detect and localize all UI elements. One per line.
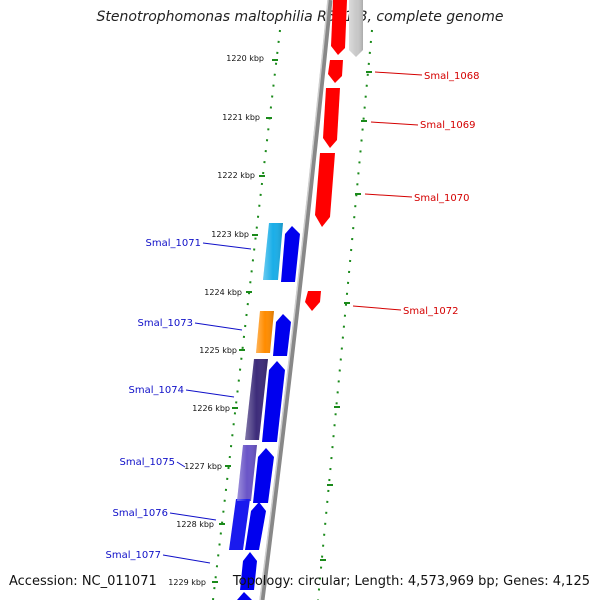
backbone-highlight — [259, 0, 329, 600]
gene-arrow-smal-1069 — [323, 88, 340, 148]
gene-arrow-smal-1070 — [315, 153, 335, 227]
cds-arrow — [245, 502, 266, 550]
tick-label: 1222 kbp — [217, 171, 255, 180]
gene-label-smal-1069[interactable]: Smal_1069 — [420, 120, 475, 131]
tick-label: 1221 kbp — [222, 113, 260, 122]
cds-arrow — [237, 592, 252, 600]
cds-arrow — [253, 448, 274, 503]
tick-label: 1223 kbp — [211, 230, 249, 239]
tick-label: 1225 kbp — [199, 346, 237, 355]
tick-label: 1226 kbp — [192, 404, 230, 413]
inner-grid-line — [212, 29, 281, 600]
label-leader — [194, 322, 243, 331]
cds-arrows — [237, 226, 300, 600]
gene-label-smal-1077[interactable]: Smal_1077 — [106, 550, 161, 561]
gene-label-smal-1068[interactable]: Smal_1068 — [424, 71, 479, 82]
tick-label: 1220 kbp — [226, 54, 264, 63]
cds-arrow — [273, 314, 291, 356]
backbone-line — [259, 0, 333, 600]
gene-arrow-smal-1066 — [331, 0, 347, 55]
cds-arrow — [281, 226, 300, 282]
gene-label-smal-1075[interactable]: Smal_1075 — [120, 457, 175, 468]
gene-arrow-smal-1072 — [305, 291, 321, 311]
reverse-gene-labels: Smal_1071 Smal_1073 Smal_1074 Smal_1075 … — [106, 238, 252, 564]
ruler: 1220 kbp 1221 kbp 1222 kbp 1223 kbp 1224… — [168, 54, 372, 587]
gene-label-smal-1076[interactable]: Smal_1076 — [113, 508, 168, 519]
label-leader — [169, 512, 217, 521]
label-leader — [162, 554, 211, 564]
gene-arrow-smal-1068 — [328, 60, 343, 83]
label-leader — [185, 389, 235, 398]
tick-label: 1224 kbp — [204, 288, 242, 297]
label-leader — [176, 461, 186, 468]
tick-label: 1229 kbp — [168, 578, 206, 587]
map-title: Stenotrophomonas maltophilia R551-3, com… — [96, 9, 504, 25]
outer-grid-line — [317, 29, 373, 600]
gene-label-smal-1073[interactable]: Smal_1073 — [138, 318, 193, 329]
label-leader — [202, 242, 252, 250]
cds-arrow — [240, 552, 257, 590]
gene-block-smal-1076 — [229, 499, 250, 550]
genome-summary-text: Topology: circular; Length: 4,573,969 bp… — [232, 574, 590, 589]
tick-label: 1228 kbp — [176, 520, 214, 529]
accession-text: Accession: NC_011071 — [9, 574, 157, 589]
gene-label-smal-1070[interactable]: Smal_1070 — [414, 193, 469, 204]
gene-label-smal-1072[interactable]: Smal_1072 — [403, 306, 458, 317]
label-leader — [374, 71, 423, 76]
label-leader — [364, 193, 413, 198]
gene-label-smal-1074[interactable]: Smal_1074 — [129, 385, 184, 396]
label-leader — [352, 305, 402, 311]
forward-gene-labels: Smal_1068 Smal_1069 Smal_1070 Smal_1072 — [352, 71, 479, 317]
tick-label: 1227 kbp — [184, 462, 222, 471]
gene-label-smal-1071[interactable]: Smal_1071 — [146, 238, 201, 249]
label-leader — [370, 121, 419, 126]
forward-strand-genes — [305, 0, 347, 311]
reverse-strand-genes — [229, 223, 283, 550]
cds-arrow — [262, 361, 285, 442]
